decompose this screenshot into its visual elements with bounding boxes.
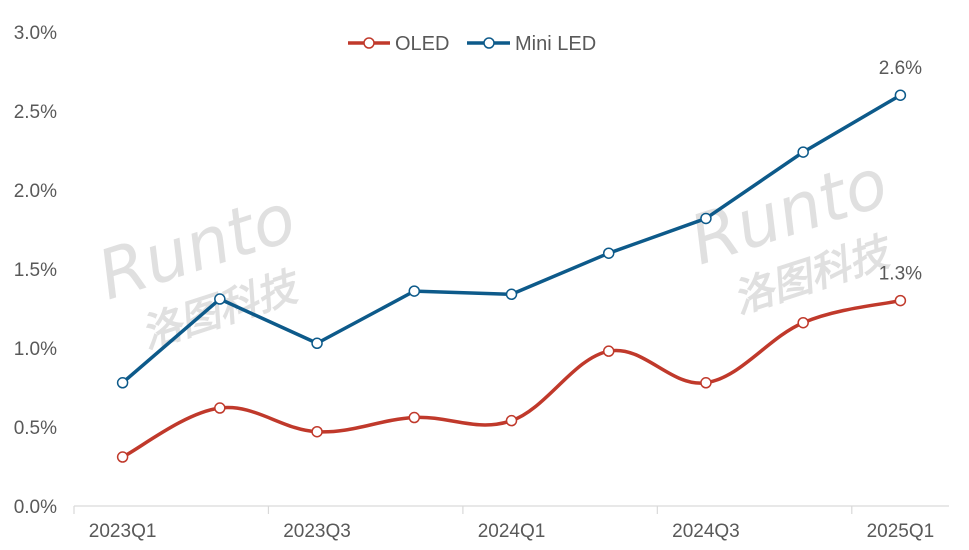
series-layer	[116, 89, 907, 463]
data-point-mini-led	[700, 212, 712, 225]
watermark-left: Runto 洛图科技	[89, 179, 307, 358]
data-point-oled	[700, 377, 712, 389]
data-label-mini-led: 2.6%	[879, 58, 922, 79]
legend-marker-mini-led	[483, 37, 495, 49]
legend-marker-oled	[363, 37, 375, 49]
data-point-oled	[602, 345, 615, 357]
data-point-mini-led	[116, 377, 129, 389]
data-point-mini-led	[797, 146, 809, 158]
data-point-mini-led	[505, 288, 518, 301]
y-tick-label: 1.5%	[14, 260, 57, 281]
data-point-mini-led	[894, 89, 907, 101]
x-tick-label: 2023Q3	[283, 521, 351, 542]
data-label-oled: 1.3%	[879, 264, 922, 285]
data-point-oled	[408, 411, 421, 424]
watermark-right: Runto 洛图科技	[681, 144, 899, 323]
x-tick-label: 2024Q3	[672, 521, 740, 542]
y-tick-label: 2.0%	[14, 181, 57, 202]
data-point-mini-led	[408, 285, 421, 297]
legend-label-mini-led: Mini LED	[515, 33, 596, 55]
x-axis-ticks: 2023Q1 2023Q3 2024Q1 2024Q3 2025Q1	[89, 521, 934, 542]
data-point-oled	[797, 316, 809, 329]
x-tick-label: 2025Q1	[867, 521, 935, 542]
data-point-oled	[505, 414, 518, 427]
legend: OLED Mini LED	[348, 33, 596, 55]
data-point-oled	[214, 402, 226, 414]
x-tick-label: 2024Q1	[478, 521, 546, 542]
legend-label-oled: OLED	[395, 33, 449, 55]
data-point-mini-led	[602, 247, 615, 259]
y-tick-label: 0.0%	[14, 497, 57, 518]
data-point-oled	[311, 425, 323, 438]
data-point-oled	[116, 451, 129, 463]
y-tick-label: 2.5%	[14, 102, 57, 123]
y-tick-label: 0.5%	[14, 418, 57, 439]
y-tick-label: 1.0%	[14, 339, 57, 360]
x-tick-label: 2023Q1	[89, 521, 157, 542]
x-tick-marks	[73, 506, 853, 514]
y-axis-ticks: 0.0% 0.5% 1.0% 1.5% 2.0% 2.5% 3.0%	[14, 23, 57, 518]
y-tick-label: 3.0%	[14, 23, 57, 44]
data-point-oled	[894, 294, 907, 307]
data-labels: 2.6% 1.3%	[879, 58, 922, 284]
data-point-mini-led	[311, 337, 323, 350]
data-point-mini-led	[214, 293, 226, 305]
